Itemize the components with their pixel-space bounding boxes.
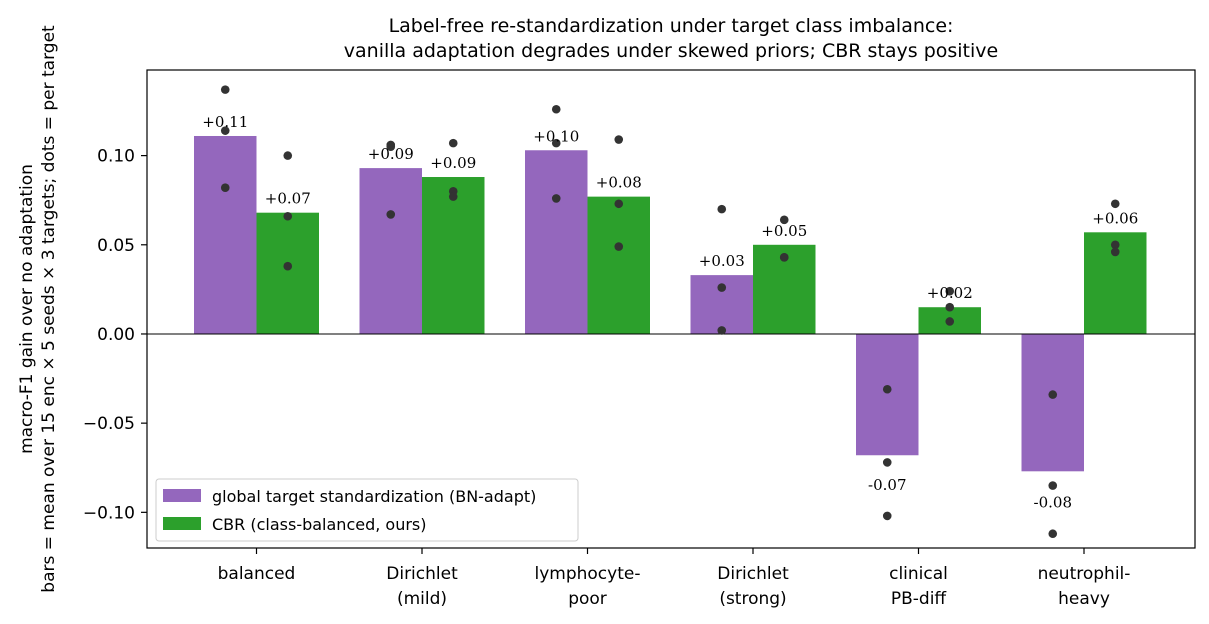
y-tick-label: −0.10 [83,503,135,523]
x-tick-label: poor [568,589,607,609]
dot-cbr-3-0 [779,215,789,225]
data-label-bn-adapt-5: -0.08 [1034,494,1072,512]
dot-cbr-3-2 [779,252,789,262]
bar-bn-adapt-2 [525,150,588,334]
data-label-bn-adapt-3: +0.03 [699,252,745,270]
dot-cbr-5-0 [1110,199,1120,209]
dot-bn-adapt-3-2 [717,326,727,335]
chart-title-line: Label-free re-standardization under targ… [389,15,954,37]
x-tick-label: Dirichlet [717,564,789,584]
bar-bn-adapt-5 [1021,333,1084,472]
bar-cbr-1 [422,177,485,334]
dot-bn-adapt-4-1 [882,458,892,467]
data-label-cbr-1: +0.09 [430,154,476,172]
data-label-bn-adapt-0: +0.11 [202,113,248,131]
dot-cbr-4-2 [945,317,955,326]
x-tick-label: lymphocyte- [535,564,641,584]
legend: global target standardization (BN-adapt)… [155,478,579,542]
dot-bn-adapt-2-1 [551,138,561,148]
data-label-cbr-2: +0.08 [596,174,642,192]
bar-cbr-0 [256,212,319,334]
y-tick-label: 0.00 [97,325,135,345]
dot-bn-adapt-4-0 [882,384,892,394]
dot-cbr-2-2 [614,242,624,251]
dot-cbr-1-2 [448,192,458,201]
bar-cbr-2 [587,196,650,334]
dot-bn-adapt-0-2 [220,183,230,193]
legend-swatch-0 [163,489,201,502]
x-tick-label: PB-diff [891,589,948,609]
plot-area: +0.11 +0.09 +0.10 +0.03 -0.07 -0.08 +0.07 +0.09… [83,69,1196,609]
data-label-bn-adapt-1: +0.09 [368,145,414,163]
x-tick-label: (mild) [397,589,447,609]
bar-bn-adapt-4 [856,333,919,456]
dot-bn-adapt-3-1 [717,283,727,292]
y-tick-label: 0.05 [97,236,135,256]
data-label-cbr-3: +0.05 [761,222,807,240]
dot-bn-adapt-5-2 [1048,529,1058,539]
dot-bn-adapt-5-0 [1048,390,1058,399]
dot-cbr-0-2 [283,261,293,271]
dot-bn-adapt-5-1 [1048,481,1058,490]
y-axis-label-line: bars = mean over 15 enc × 5 seeds × 3 ta… [39,25,59,593]
legend-swatch-1 [163,517,201,530]
dot-cbr-1-0 [448,138,458,148]
y-axis-label: bars = mean over 15 enc × 5 seeds × 3 ta… [17,25,59,593]
x-tick-label: balanced [218,564,296,584]
dot-bn-adapt-2-0 [551,104,561,114]
data-label-cbr-4: +0.02 [927,284,973,302]
dot-cbr-5-1 [1110,240,1120,250]
dot-cbr-2-1 [614,199,624,209]
dot-bn-adapt-4-2 [882,511,892,521]
legend-box [155,478,579,542]
data-label-cbr-0: +0.07 [265,190,311,208]
dot-cbr-4-0 [945,286,955,296]
dot-bn-adapt-0-0 [220,85,230,94]
x-tick-label: neutrophil- [1038,564,1131,584]
dot-cbr-4-1 [945,302,955,312]
bar-bn-adapt-1 [359,168,422,334]
y-tick-label: 0.10 [97,147,135,167]
dot-bn-adapt-0-1 [220,126,230,135]
dot-cbr-5-2 [1110,247,1120,257]
legend-entry-1: CBR (class-balanced, ours) [212,515,427,534]
dot-bn-adapt-3-0 [717,204,727,214]
dot-bn-adapt-1-2 [386,210,396,219]
x-tick-label: (strong) [719,589,786,609]
dot-cbr-0-1 [283,211,293,221]
chart-title: Label-free re-standardization under targ… [344,15,998,62]
data-label-cbr-5: +0.06 [1092,209,1138,227]
data-label-bn-adapt-2: +0.10 [533,127,579,145]
chart-title-line: vanilla adaptation degrades under skewed… [344,40,998,62]
y-axis-label-line: macro-F1 gain over no adaptation [17,164,37,454]
legend-entry-0: global target standardization (BN-adapt) [212,487,536,506]
dot-bn-adapt-1-1 [386,142,396,151]
x-tick-label: clinical [889,564,948,584]
data-label-bn-adapt-4: -0.07 [868,476,906,494]
dot-cbr-2-0 [614,135,624,144]
x-tick-label: Dirichlet [386,564,458,584]
y-tick-label: −0.05 [83,414,135,434]
bar-bn-adapt-0 [194,135,257,334]
x-tick-label: heavy [1058,589,1110,609]
dot-cbr-0-0 [283,151,293,160]
plot-frame [146,69,1196,549]
dot-bn-adapt-2-2 [551,194,561,203]
